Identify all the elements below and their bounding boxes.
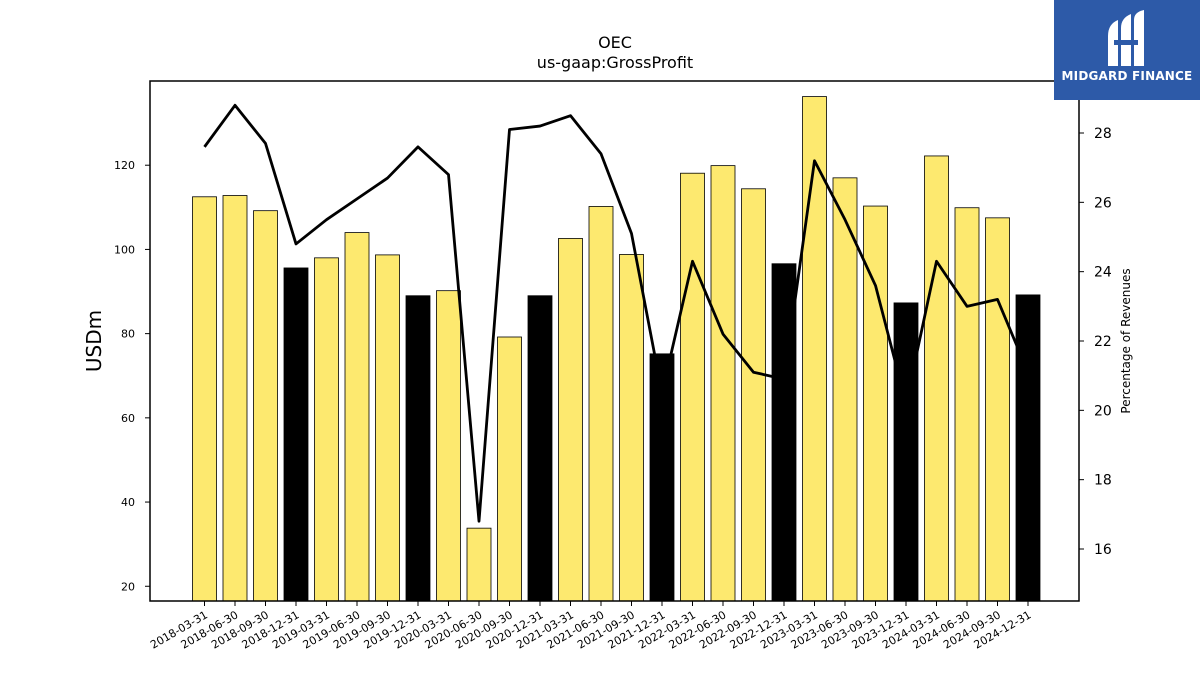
- bar: [802, 96, 827, 602]
- bar: [405, 295, 431, 602]
- y-axis-label: USDm: [82, 310, 106, 372]
- midgard-finance-logo-icon: [1108, 10, 1144, 66]
- midgard-finance-logo: MIDGARD FINANCE: [1054, 0, 1200, 100]
- bar: [680, 172, 705, 602]
- y2-tick-label: 18: [1094, 473, 1112, 489]
- right-y-axis: 16 18 20 22 24 26 28: [1079, 126, 1112, 558]
- bar: [222, 195, 248, 602]
- x-axis: 2018-03-312018-06-302018-09-302018-12-31…: [148, 601, 1034, 652]
- y2-axis-label: Percentage of Revenues: [1119, 268, 1133, 413]
- bar: [588, 206, 614, 602]
- bar: [192, 196, 217, 602]
- bar: [741, 188, 766, 602]
- chart-title: OEC: [598, 33, 632, 52]
- bar: [619, 254, 644, 602]
- percentage-line-series: [203, 103, 1030, 523]
- bar: [527, 295, 553, 602]
- logo-text: MIDGARD FINANCE: [1061, 69, 1193, 83]
- bar: [283, 267, 309, 602]
- bar: [314, 257, 339, 602]
- y2-tick-label: 24: [1094, 265, 1112, 281]
- y2-tick-label: 16: [1094, 542, 1112, 558]
- bar: [710, 165, 736, 602]
- bar: [466, 527, 492, 602]
- bar: [832, 177, 858, 602]
- y-tick-label: 20: [121, 580, 135, 593]
- y-tick-label: 60: [121, 412, 135, 425]
- left-y-axis: 20 40 60 80 100 120: [114, 159, 150, 593]
- bar: [893, 302, 919, 602]
- bar: [863, 205, 888, 602]
- bar: [436, 290, 461, 602]
- y2-tick-label: 20: [1094, 403, 1112, 419]
- bar: [253, 210, 278, 602]
- chart-subtitle: us-gaap:GrossProfit: [536, 53, 694, 72]
- y-tick-label: 80: [121, 328, 135, 341]
- bar: [954, 207, 980, 602]
- y-tick-label: 40: [121, 496, 135, 509]
- bar: [649, 353, 675, 602]
- bar: [497, 336, 522, 602]
- y2-tick-label: 22: [1094, 334, 1112, 350]
- bar: [985, 217, 1010, 602]
- bar: [344, 232, 370, 602]
- bar: [1015, 294, 1041, 602]
- bar: [375, 254, 400, 602]
- bar: [924, 155, 949, 602]
- bar: [558, 238, 583, 602]
- bar-series: [192, 96, 1041, 602]
- y2-tick-label: 26: [1094, 195, 1112, 211]
- y-tick-label: 120: [114, 159, 135, 172]
- y2-tick-label: 28: [1094, 126, 1112, 142]
- y-tick-label: 100: [114, 243, 135, 256]
- percentage-line: [203, 103, 1030, 523]
